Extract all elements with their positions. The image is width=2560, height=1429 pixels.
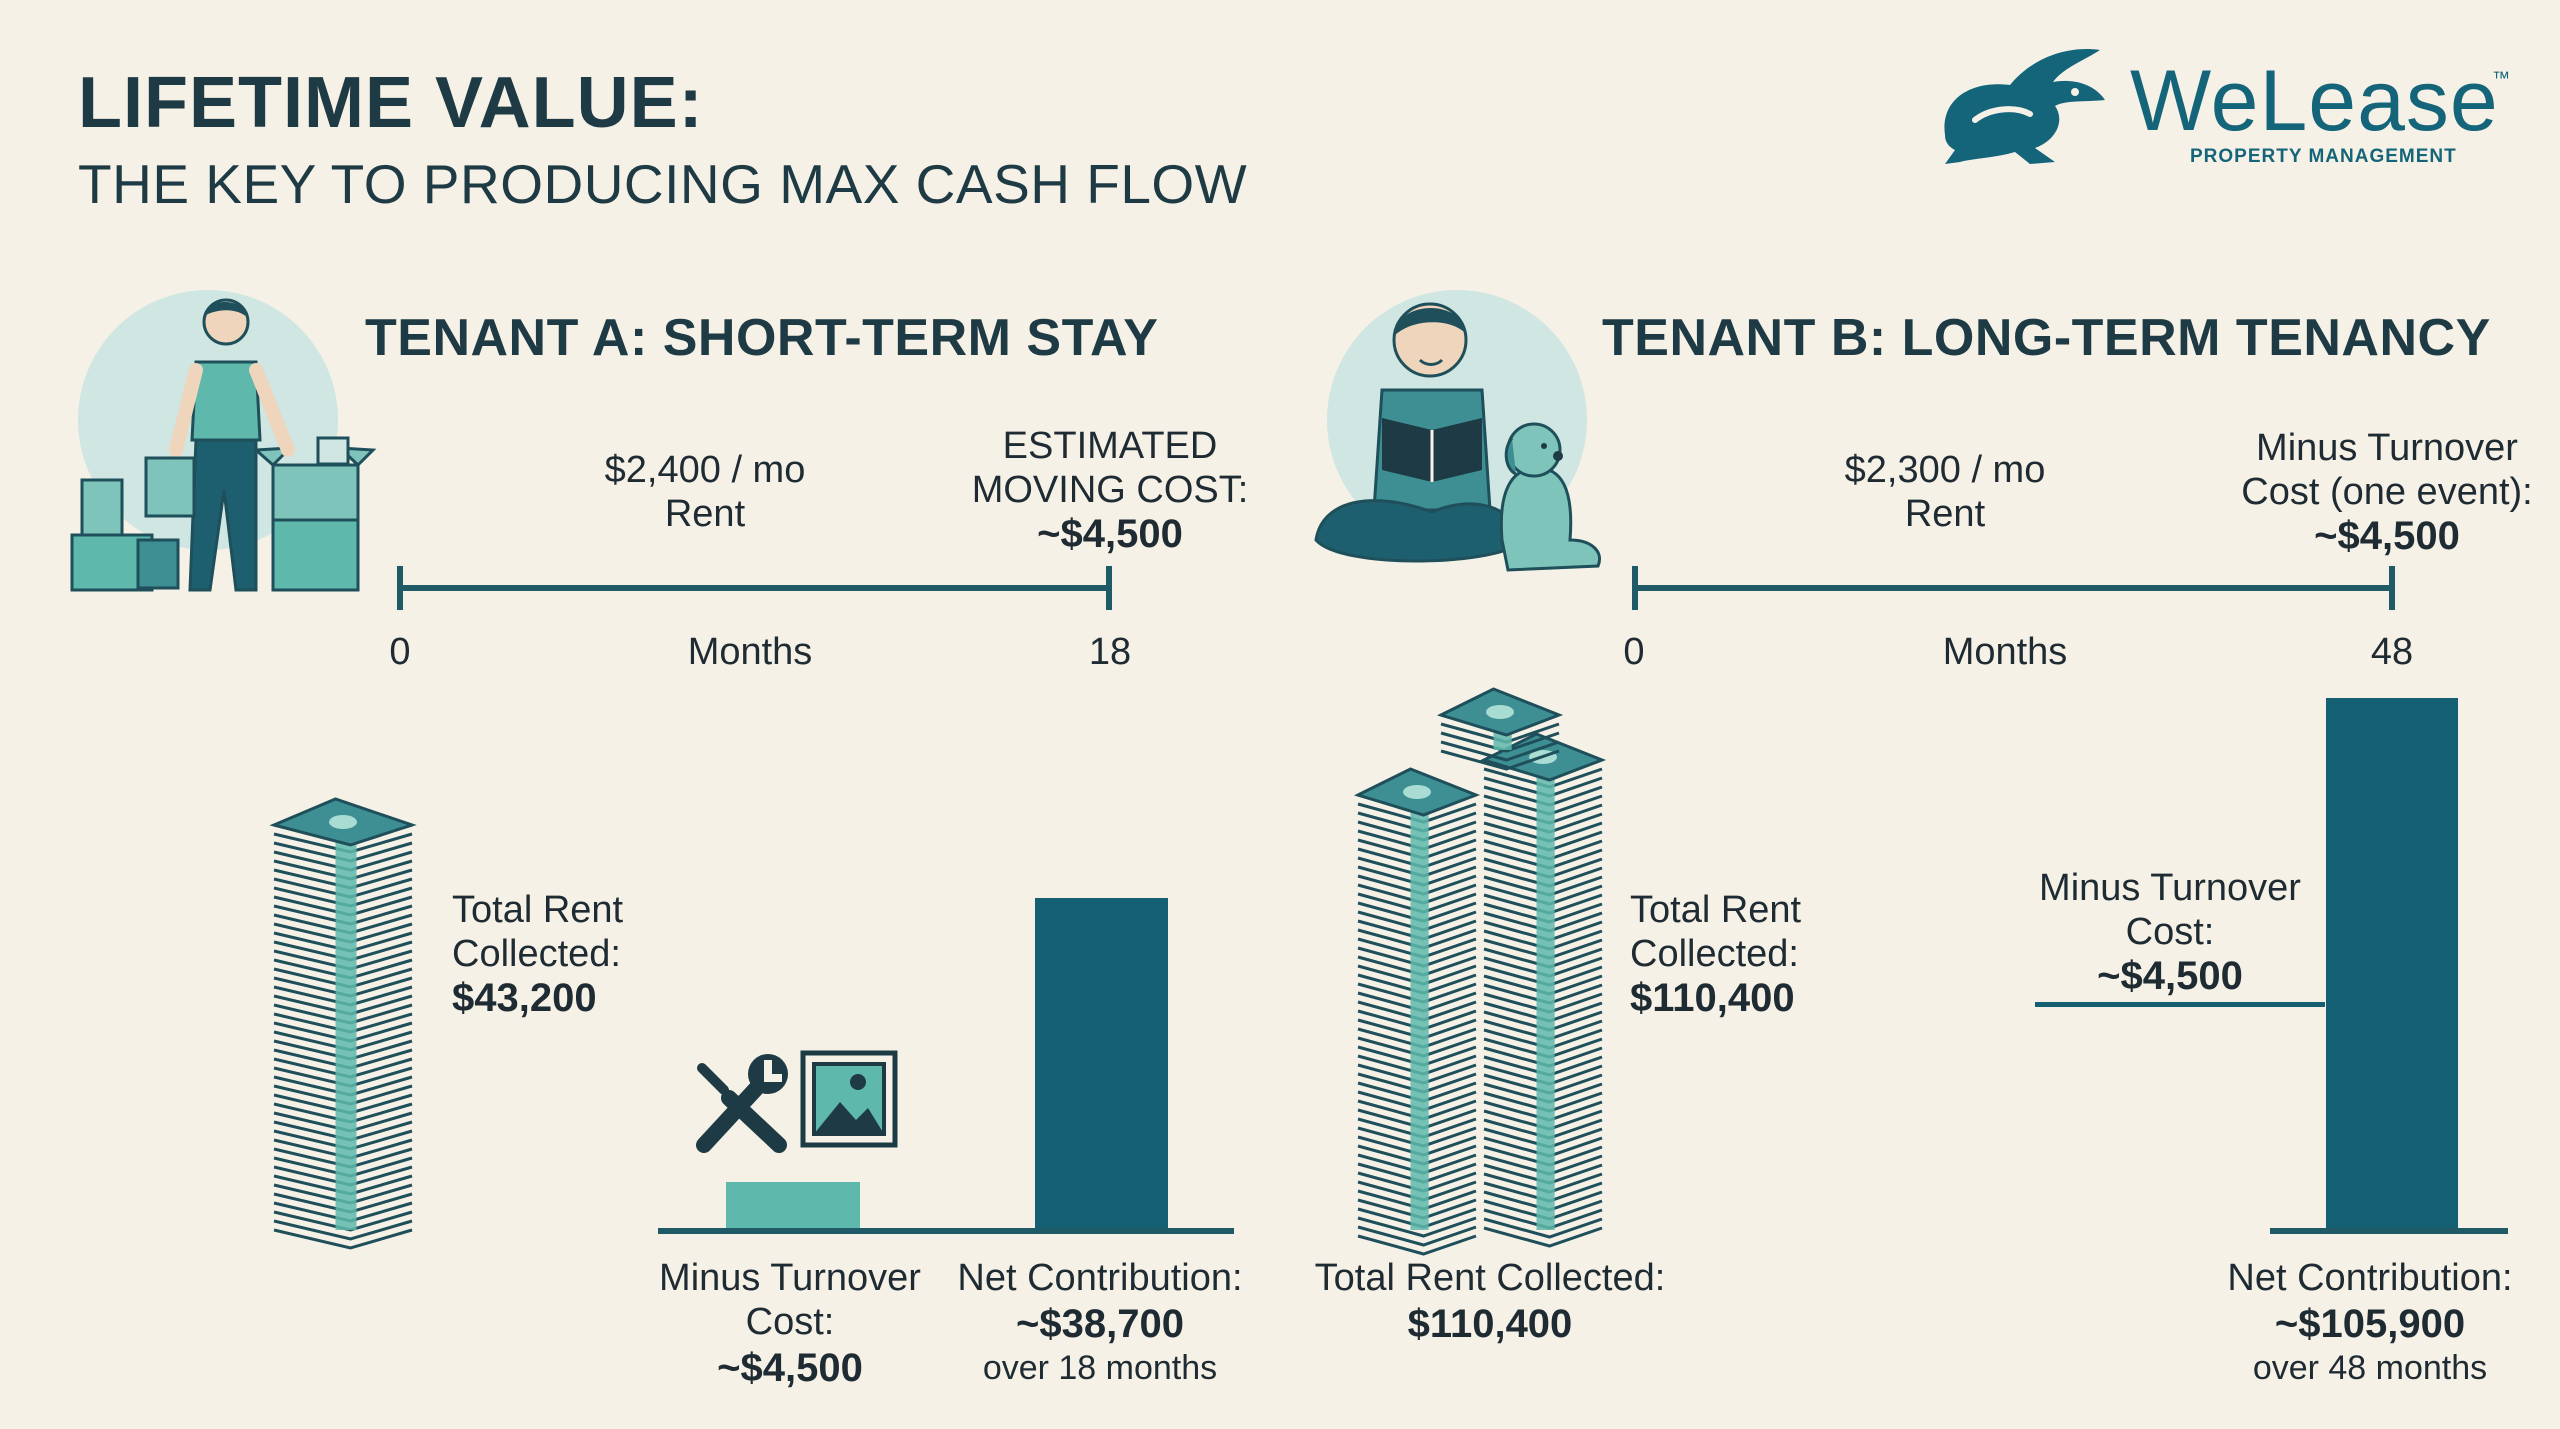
tenant-a-moving-cost-label: ESTIMATED MOVING COST: ~$4,500	[955, 424, 1265, 556]
bill-emblem	[1486, 705, 1514, 719]
tenant-b-turnover-mid-line2: Cost:	[2125, 911, 2215, 953]
tenant-b-money-stack-2	[1479, 732, 1607, 1248]
tenant-b-rent-amount: $2,300 / mo	[1844, 449, 2046, 491]
tenant-b-turnover-mid-value: ~$4,500	[2097, 954, 2243, 998]
bill-emblem	[329, 815, 357, 829]
tenant-b-axis-end: 48	[2370, 631, 2414, 673]
tenant-b-timeline-end-tick	[2389, 566, 2395, 610]
money-band	[335, 815, 357, 1230]
tenant-b-timeline-start-tick	[1632, 566, 1638, 610]
tenant-b-axis-label: Months	[1942, 631, 2068, 673]
bill-layer	[1440, 749, 1560, 771]
tenant-a-turnover-label: Minus Turnover Cost: ~$4,500	[610, 1256, 970, 1390]
bill-layer	[1357, 1225, 1477, 1247]
tenant-b-net-text: Net Contribution:	[2227, 1257, 2513, 1299]
tenant-a-total-rent-label: Total Rent Collected: $43,200	[452, 888, 712, 1020]
bill-layer	[1483, 1226, 1603, 1248]
tenant-a-timeline-end-tick	[1106, 566, 1112, 610]
page-title: LIFETIME VALUE:	[78, 63, 704, 143]
tenant-b-total-rent-bottom-label: Total Rent Collected: $110,400	[1300, 1256, 1680, 1346]
tenant-a-timeline-start-tick	[397, 566, 403, 610]
tenant-a-moving-line2: MOVING COST:	[971, 469, 1249, 511]
tenant-b-turnover-marker-line	[2035, 1002, 2325, 1007]
tenant-b-rent-label: $2,300 / mo Rent	[1800, 448, 2090, 536]
tenant-a-net-value: ~$38,700	[1016, 1302, 1184, 1346]
page-subtitle: THE KEY TO PRODUCING MAX CASH FLOW	[78, 153, 1248, 215]
tenant-b-total-rent-bottom-text: Total Rent Collected:	[1314, 1257, 1666, 1299]
rabbit-icon	[1944, 49, 2105, 164]
tenant-a-moving-line1: ESTIMATED	[1002, 425, 1218, 467]
tenant-b-total-rent-line1: Total Rent	[1630, 889, 1802, 931]
bill-layer	[273, 1219, 413, 1241]
moving-person-illustration	[70, 290, 377, 592]
money-band	[1410, 785, 1429, 1230]
bill-layer	[1440, 731, 1560, 753]
tenant-a-rent-amount: $2,400 / mo	[604, 449, 806, 491]
logo-tagline: PROPERTY MANAGEMENT	[2190, 146, 2457, 167]
bill-layer	[273, 1228, 413, 1250]
tenant-b-turnover-top-line1: Minus Turnover	[2256, 427, 2518, 469]
tenant-b-chart-baseline	[2270, 1228, 2508, 1234]
tenant-b-turnover-mid-label: Minus Turnover Cost: ~$4,500	[2020, 866, 2320, 998]
bill-layer	[1483, 1217, 1603, 1239]
tenant-a-net-period: over 18 months	[982, 1349, 1218, 1387]
tenant-b-total-rent-bottom-value: $110,400	[1407, 1302, 1573, 1346]
reading-person-with-dog-illustration	[1314, 290, 1601, 572]
tenant-a-axis-start: 0	[389, 631, 411, 673]
tenant-a-total-rent-line2: Collected:	[452, 933, 621, 975]
tenant-b-turnover-top-value: ~$4,500	[2314, 514, 2460, 558]
tenant-b-turnover-top-line2: Cost (one event):	[2241, 471, 2533, 513]
tenant-b-money-stack-1	[1353, 767, 1481, 1256]
bill-emblem	[1403, 785, 1431, 799]
tenant-a-net-label: Net Contribution: ~$38,700 over 18 month…	[955, 1256, 1245, 1390]
tenant-a-rent-label: $2,400 / mo Rent	[560, 448, 850, 536]
tenant-b-total-rent-value: $110,400	[1630, 976, 1795, 1020]
tenant-a-title: TENANT A: SHORT-TERM STAY	[365, 309, 1159, 367]
bill-layer	[1440, 740, 1560, 762]
tenant-b-turnover-top-label: Minus Turnover Cost (one event): ~$4,500	[2222, 426, 2552, 558]
tenant-a-moving-value: ~$4,500	[1037, 512, 1183, 556]
tenant-b-money-stack-3	[1436, 687, 1564, 771]
wrench-screwdriver-icon	[696, 1054, 788, 1153]
tenant-a-turnover-text: Minus Turnover Cost:	[659, 1257, 921, 1343]
money-band	[1536, 750, 1555, 1230]
tenant-a-net-text: Net Contribution:	[957, 1257, 1243, 1299]
tenant-b-total-rent-line2: Collected:	[1630, 933, 1799, 975]
tenant-a-timeline	[400, 585, 1112, 591]
tenant-b-rent-word: Rent	[1904, 493, 1986, 535]
tenant-b-net-value: ~$105,900	[2274, 1302, 2466, 1346]
tenant-a-axis-end: 18	[1088, 631, 1132, 673]
tenant-a-rent-word: Rent	[664, 493, 746, 535]
tenant-a-net-contribution-bar	[1035, 898, 1168, 1228]
tenant-b-total-rent-label: Total Rent Collected: $110,400	[1630, 888, 1890, 1020]
trademark-mark: ™	[2492, 68, 2510, 88]
tenant-b-turnover-mid-line1: Minus Turnover	[2039, 867, 2301, 909]
picture-frame-icon	[800, 1050, 898, 1148]
tenant-b-net-period: over 48 months	[2252, 1349, 2488, 1387]
tenant-a-turnover-value: ~$4,500	[717, 1346, 863, 1390]
tenant-a-total-rent-line1: Total Rent	[452, 889, 624, 931]
tenant-b-axis-start: 0	[1623, 631, 1645, 673]
tenant-a-axis-label: Months	[687, 631, 813, 673]
tenant-b-net-label: Net Contribution: ~$105,900 over 48 mont…	[2220, 1256, 2520, 1390]
bill-layer	[1357, 1216, 1477, 1238]
tenant-a-turnover-bar	[726, 1181, 860, 1228]
tenant-b-title: TENANT B: LONG-TERM TENANCY	[1602, 309, 2491, 367]
tenant-a-money-stack	[269, 797, 417, 1250]
tenant-b-net-contribution-bar	[2326, 698, 2458, 1228]
tenant-a-total-rent-value: $43,200	[452, 976, 597, 1020]
logo-wordmark: WeLease	[2130, 53, 2499, 149]
bill-layer	[1357, 1234, 1477, 1256]
tenant-b-timeline	[1635, 585, 2395, 591]
tenant-a-chart-baseline	[658, 1228, 1234, 1234]
